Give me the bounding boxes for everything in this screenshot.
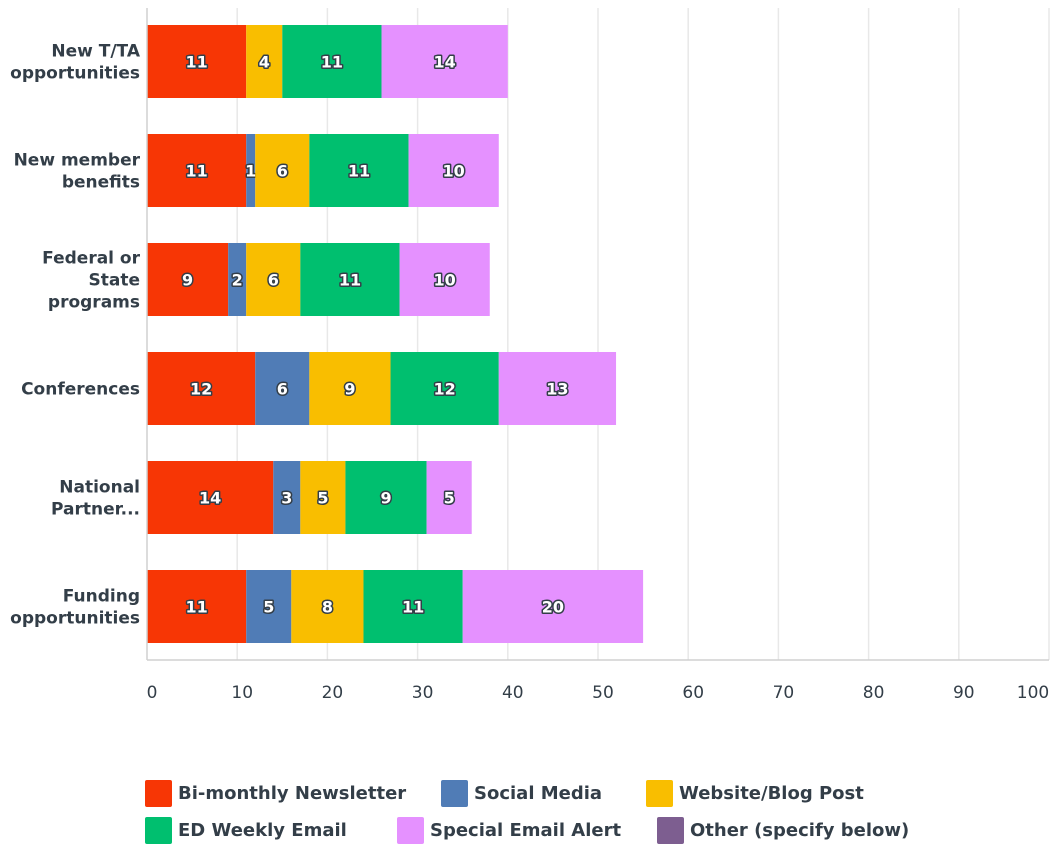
bar-segment — [462, 570, 644, 643]
x-tick-label: 60 — [682, 683, 704, 703]
category-label: Conferences — [21, 380, 140, 400]
legend: Bi-monthly Newsletter Social Media Website… — [145, 780, 909, 844]
legend-label: Social Media — [474, 783, 602, 804]
bar-segment — [498, 352, 617, 425]
legend-swatch — [646, 780, 673, 807]
category-label: State — [89, 271, 141, 291]
bar-value-label: 11 — [185, 53, 207, 72]
x-tick-label: 100 — [1017, 683, 1049, 703]
bar-value-label: 8 — [322, 598, 333, 617]
category-label: opportunities — [10, 64, 140, 84]
x-tick-label: 40 — [502, 683, 524, 703]
bar-segment — [426, 461, 472, 534]
bar-value-label: 12 — [190, 380, 212, 399]
bar-value-label: 9 — [380, 489, 391, 508]
bar-segment — [300, 461, 346, 534]
legend-label: Other (specify below) — [690, 820, 909, 841]
bar-value-label: 20 — [542, 598, 564, 617]
legend-swatch — [441, 780, 468, 807]
bar-segment — [147, 570, 247, 643]
bar-segment — [255, 352, 310, 425]
bar-segment — [291, 570, 364, 643]
bar-segment — [147, 134, 247, 207]
x-tick-label: 30 — [412, 683, 434, 703]
bar-segment — [408, 134, 499, 207]
category-label: Funding — [63, 587, 140, 607]
category-label: New T/TA — [51, 42, 140, 62]
bar-value-label: 14 — [199, 489, 221, 508]
bar-value-label: 11 — [348, 162, 370, 181]
x-tick-label: 90 — [953, 683, 975, 703]
bar-value-label: 3 — [281, 489, 292, 508]
bar-segment — [282, 25, 382, 98]
legend-label: Bi-monthly Newsletter — [178, 783, 406, 804]
bar-value-label: 14 — [434, 53, 456, 72]
legend-label: ED Weekly Email — [178, 820, 347, 841]
bar-segment — [147, 25, 247, 98]
category-label: Partner... — [51, 500, 140, 520]
bar-segment — [147, 461, 274, 534]
category-label: benefits — [62, 173, 140, 193]
category-label: New member — [14, 151, 141, 171]
bar-segment — [309, 352, 391, 425]
bar-value-label: 10 — [443, 162, 465, 181]
x-tick-label: 0 — [147, 683, 158, 703]
x-tick-label: 50 — [592, 683, 614, 703]
x-tick-label: 20 — [322, 683, 344, 703]
bar-segment — [390, 352, 499, 425]
bar-segment — [399, 243, 490, 316]
legend-swatch — [397, 817, 424, 844]
bar-segment — [246, 570, 292, 643]
bar-value-label: 11 — [402, 598, 424, 617]
bar-segment — [273, 461, 301, 534]
bar-segment — [228, 243, 247, 316]
bar-value-label: 2 — [232, 271, 243, 290]
legend-swatch — [145, 780, 172, 807]
bar-segment — [309, 134, 409, 207]
bar-value-label: 11 — [321, 53, 343, 72]
bar-value-label: 11 — [339, 271, 361, 290]
x-tick-label: 70 — [773, 683, 795, 703]
bar-segment — [300, 243, 400, 316]
bar-value-label: 11 — [185, 598, 207, 617]
bar-value-label: 4 — [259, 53, 270, 72]
bar-value-label: 9 — [344, 380, 355, 399]
bar-segment — [147, 352, 256, 425]
bar-value-label: 5 — [263, 598, 274, 617]
x-tick-label: 10 — [231, 683, 253, 703]
bar-segment — [147, 243, 229, 316]
x-tick-label: 80 — [863, 683, 885, 703]
bar-segment — [246, 134, 256, 207]
legend-swatch — [657, 817, 684, 844]
bar-value-label: 1 — [245, 162, 256, 181]
category-label: opportunities — [10, 609, 140, 629]
legend-label: Website/Blog Post — [679, 783, 864, 804]
category-label: Federal or — [42, 249, 140, 269]
bar-value-label: 10 — [434, 271, 456, 290]
bar-segment — [255, 134, 310, 207]
bar-value-label: 11 — [185, 162, 207, 181]
gridlines — [236, 8, 1050, 660]
bar-value-label: 13 — [546, 380, 568, 399]
legend-swatch — [145, 817, 172, 844]
bar-value-label: 5 — [317, 489, 328, 508]
bar-value-label: 6 — [277, 380, 288, 399]
category-label: National — [59, 478, 140, 498]
bar-segment — [246, 243, 301, 316]
bar-segment — [363, 570, 463, 643]
bar-value-label: 5 — [444, 489, 455, 508]
bar-value-label: 9 — [182, 271, 193, 290]
bar-value-label: 6 — [268, 271, 279, 290]
bar-segment — [246, 25, 283, 98]
bar-segment — [345, 461, 427, 534]
bar-segment — [381, 25, 508, 98]
category-label: programs — [48, 293, 140, 313]
bar-value-label: 6 — [277, 162, 288, 181]
bar-value-label: 12 — [434, 380, 456, 399]
legend-label: Special Email Alert — [430, 820, 621, 841]
